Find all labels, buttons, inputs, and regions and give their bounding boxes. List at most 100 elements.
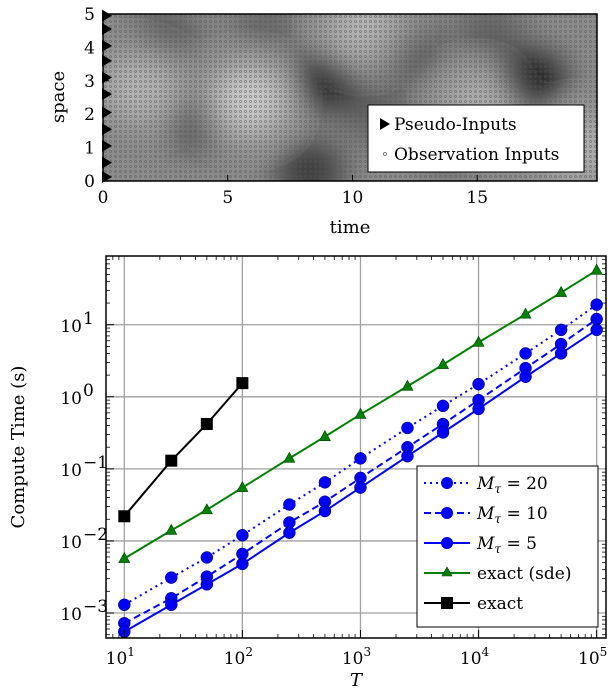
y-tick-exp-4: 1 <box>83 309 94 329</box>
data-point-m20-7 <box>401 421 414 435</box>
legend-m20-value: = 20 <box>501 474 548 494</box>
pseudo-input-marker-0 <box>102 170 112 183</box>
data-point-m5-7 <box>401 449 414 463</box>
x-tick-label-4: 105 <box>578 645 607 669</box>
data-point-m20-10 <box>519 347 532 360</box>
data-point-m20-8 <box>436 399 450 413</box>
data-point-m5-4 <box>283 526 296 539</box>
legend-observation-inputs: Observation Inputs <box>394 145 559 165</box>
data-point-m20-5 <box>318 476 332 489</box>
series-exact <box>118 377 249 523</box>
legend-m10-label: Mτ = 10 <box>476 504 548 526</box>
y-tick-label-2: 10 <box>60 461 82 481</box>
compute-legend: Mτ = 20 Mτ = 10 Mτ = 5 exact (sde) exact <box>416 465 599 628</box>
y-tick-exp-0: −3 <box>83 597 108 617</box>
data-point-m5-2 <box>200 578 214 591</box>
legend-m10-symbol: M <box>476 504 495 524</box>
y-tick-label-1: 10 <box>60 533 82 553</box>
x-tick-label-3: 104 <box>460 645 490 669</box>
x-tick-base-2: 10 <box>342 649 364 669</box>
x-tick-base-3: 10 <box>460 649 482 669</box>
x-tick-label-0: 101 <box>106 645 135 669</box>
observation-input-legend-icon <box>383 152 387 156</box>
data-point-m20-9 <box>472 377 485 391</box>
pseudo-input-marker-1 <box>102 156 112 169</box>
legend-pseudo-inputs: Pseudo-Inputs <box>394 115 517 135</box>
data-point-exact-sde-5 <box>318 430 331 441</box>
data-point-exact-sde-4 <box>283 451 296 463</box>
y-tick-exp-1: −2 <box>83 525 108 545</box>
legend-m10-value: = 10 <box>501 504 548 524</box>
x-tick-label-2: 103 <box>342 645 371 669</box>
data-point-exact-sde-12 <box>590 263 603 275</box>
x-tick-exp-0: 1 <box>127 645 135 659</box>
x-tick-base-0: 10 <box>106 649 128 669</box>
x-tick-exp-2: 3 <box>363 645 371 659</box>
x-tick-exp-4: 5 <box>600 645 608 659</box>
series-m20 <box>118 298 603 612</box>
data-point-m20-4 <box>283 498 296 511</box>
data-point-exact-sde-1 <box>165 523 178 535</box>
data-point-exact-sde-6 <box>354 407 367 419</box>
data-point-m5-10 <box>519 370 532 383</box>
legend-m5-label: Mτ = 5 <box>476 534 537 556</box>
data-point-m5-8 <box>436 426 450 439</box>
data-point-exact-sde-11 <box>555 285 568 297</box>
heatmap-ytick-label-4: 4 <box>84 38 95 58</box>
legend-m5-value: = 5 <box>501 534 537 554</box>
data-point-exact-sde-10 <box>519 307 532 319</box>
x-tick-exp-3: 4 <box>482 645 490 659</box>
data-point-m5-3 <box>236 557 249 571</box>
data-point-exact-0 <box>118 510 131 523</box>
data-point-m5-9 <box>472 402 485 416</box>
data-point-exact-sde-2 <box>200 503 213 515</box>
pseudo-input-marker-4 <box>102 106 112 119</box>
data-point-m5-11 <box>554 347 568 360</box>
pseudo-input-marker-5 <box>102 88 112 101</box>
x-tick-label-1: 102 <box>224 645 253 669</box>
y-tick-exp-2: −1 <box>83 453 108 473</box>
heatmap-xtick-label-2: 10 <box>342 188 364 208</box>
pseudo-input-marker-6 <box>102 71 112 84</box>
series-line-exact <box>123 382 244 517</box>
data-point-m20-1 <box>165 571 178 584</box>
pseudo-input-marker-8 <box>102 39 112 52</box>
y-tick-exp-3: 0 <box>83 381 94 401</box>
heatmap-xlabel: time <box>330 217 371 238</box>
series-m5 <box>118 323 603 638</box>
legend-m5: Mτ = 5 <box>424 534 537 556</box>
legend-m20: Mτ = 20 <box>424 474 548 496</box>
legend-m10-marker <box>441 507 453 519</box>
data-point-exact-sde-3 <box>236 480 249 492</box>
heatmap-ytick-label-2: 2 <box>84 105 95 125</box>
x-tick-base-1: 10 <box>224 649 246 669</box>
heatmap-xtick-label-1: 5 <box>222 188 233 208</box>
y-tick-label-4: 10 <box>60 317 82 337</box>
x-tick-exp-1: 2 <box>245 645 253 659</box>
heatmap-legend: Pseudo-Inputs Observation Inputs <box>367 104 585 173</box>
data-point-m5-6 <box>354 481 367 494</box>
pseudo-input-markers <box>102 9 112 183</box>
series-exact-sde <box>118 263 603 563</box>
heatmap-xtick-label-0: 0 <box>98 188 109 208</box>
heatmap-ylabel: space <box>48 71 69 123</box>
y-tick-label-3: 10 <box>60 389 82 409</box>
pseudo-input-marker-7 <box>102 54 112 67</box>
heatmap-xtick-label-3: 15 <box>466 188 488 208</box>
legend-m5-marker <box>441 537 453 549</box>
pseudo-input-marker-2 <box>102 139 112 152</box>
data-point-exact-1 <box>165 454 178 467</box>
heatmap-ytick-label-0: 0 <box>84 172 95 192</box>
series-layer <box>118 263 603 638</box>
legend-sde-marker <box>441 566 453 577</box>
legend-sde-label: exact (sde) <box>477 564 571 584</box>
heatmap-axes: 0 5 10 15 0 1 2 3 4 5 <box>84 5 488 208</box>
heatmap-ytick-label-5: 5 <box>84 5 95 25</box>
legend-exact: exact <box>424 594 523 614</box>
data-point-m5-1 <box>165 598 178 612</box>
data-point-m20-6 <box>354 452 367 465</box>
compute-ylabel: Compute Time (s) <box>8 366 29 529</box>
legend-m20-marker <box>441 477 453 489</box>
